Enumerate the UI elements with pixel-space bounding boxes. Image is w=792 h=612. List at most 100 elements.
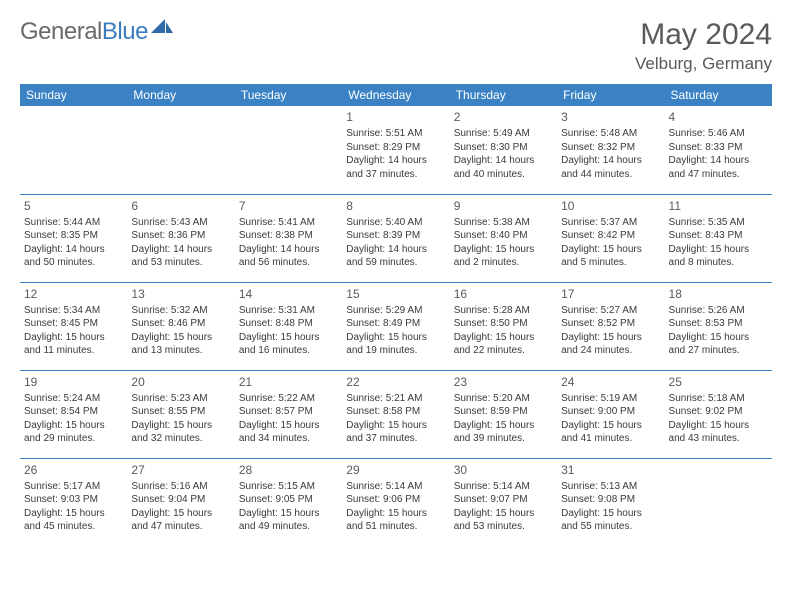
day-number: 27	[131, 462, 230, 478]
weekday-header: Friday	[557, 84, 664, 106]
day-cell: 13Sunrise: 5:32 AMSunset: 8:46 PMDayligh…	[127, 282, 234, 370]
sunset-line: Sunset: 8:42 PM	[561, 229, 660, 243]
daylight-line: Daylight: 14 hours and 40 minutes.	[454, 154, 553, 181]
sunset-line: Sunset: 8:30 PM	[454, 141, 553, 155]
sunset-line: Sunset: 8:49 PM	[346, 317, 445, 331]
daylight-line: Daylight: 15 hours and 43 minutes.	[669, 419, 768, 446]
day-cell: 25Sunrise: 5:18 AMSunset: 9:02 PMDayligh…	[665, 370, 772, 458]
daylight-line: Daylight: 15 hours and 41 minutes.	[561, 419, 660, 446]
day-cell: 24Sunrise: 5:19 AMSunset: 9:00 PMDayligh…	[557, 370, 664, 458]
calendar-row: 19Sunrise: 5:24 AMSunset: 8:54 PMDayligh…	[20, 370, 772, 458]
sunrise-line: Sunrise: 5:44 AM	[24, 216, 123, 230]
sunrise-line: Sunrise: 5:35 AM	[669, 216, 768, 230]
day-number: 29	[346, 462, 445, 478]
sunset-line: Sunset: 8:59 PM	[454, 405, 553, 419]
day-number: 14	[239, 286, 338, 302]
daylight-line: Daylight: 15 hours and 22 minutes.	[454, 331, 553, 358]
day-cell: 26Sunrise: 5:17 AMSunset: 9:03 PMDayligh…	[20, 458, 127, 546]
sunrise-line: Sunrise: 5:23 AM	[131, 392, 230, 406]
day-number: 2	[454, 109, 553, 125]
day-cell: 7Sunrise: 5:41 AMSunset: 8:38 PMDaylight…	[235, 194, 342, 282]
sunset-line: Sunset: 8:50 PM	[454, 317, 553, 331]
weekday-header: Tuesday	[235, 84, 342, 106]
month-title: May 2024	[635, 18, 772, 52]
sunset-line: Sunset: 8:57 PM	[239, 405, 338, 419]
empty-cell	[20, 106, 127, 194]
day-number: 6	[131, 198, 230, 214]
calendar-head: SundayMondayTuesdayWednesdayThursdayFrid…	[20, 84, 772, 106]
day-number: 15	[346, 286, 445, 302]
day-number: 3	[561, 109, 660, 125]
daylight-line: Daylight: 14 hours and 53 minutes.	[131, 243, 230, 270]
calendar-page: GeneralBlue May 2024 Velburg, Germany Su…	[0, 0, 792, 564]
sunset-line: Sunset: 8:52 PM	[561, 317, 660, 331]
day-number: 13	[131, 286, 230, 302]
day-cell: 5Sunrise: 5:44 AMSunset: 8:35 PMDaylight…	[20, 194, 127, 282]
day-cell: 4Sunrise: 5:46 AMSunset: 8:33 PMDaylight…	[665, 106, 772, 194]
sunset-line: Sunset: 9:06 PM	[346, 493, 445, 507]
calendar-row: 5Sunrise: 5:44 AMSunset: 8:35 PMDaylight…	[20, 194, 772, 282]
day-cell: 28Sunrise: 5:15 AMSunset: 9:05 PMDayligh…	[235, 458, 342, 546]
sunset-line: Sunset: 8:46 PM	[131, 317, 230, 331]
daylight-line: Daylight: 15 hours and 37 minutes.	[346, 419, 445, 446]
day-number: 8	[346, 198, 445, 214]
sunset-line: Sunset: 8:43 PM	[669, 229, 768, 243]
day-number: 30	[454, 462, 553, 478]
day-number: 20	[131, 374, 230, 390]
daylight-line: Daylight: 15 hours and 47 minutes.	[131, 507, 230, 534]
sunrise-line: Sunrise: 5:27 AM	[561, 304, 660, 318]
day-cell: 3Sunrise: 5:48 AMSunset: 8:32 PMDaylight…	[557, 106, 664, 194]
day-number: 16	[454, 286, 553, 302]
sunset-line: Sunset: 9:08 PM	[561, 493, 660, 507]
sunrise-line: Sunrise: 5:37 AM	[561, 216, 660, 230]
sunset-line: Sunset: 8:54 PM	[24, 405, 123, 419]
sunrise-line: Sunrise: 5:20 AM	[454, 392, 553, 406]
day-number: 12	[24, 286, 123, 302]
day-number: 19	[24, 374, 123, 390]
calendar-table: SundayMondayTuesdayWednesdayThursdayFrid…	[20, 84, 772, 546]
sunrise-line: Sunrise: 5:28 AM	[454, 304, 553, 318]
day-cell: 15Sunrise: 5:29 AMSunset: 8:49 PMDayligh…	[342, 282, 449, 370]
daylight-line: Daylight: 15 hours and 27 minutes.	[669, 331, 768, 358]
sunset-line: Sunset: 8:55 PM	[131, 405, 230, 419]
day-cell: 1Sunrise: 5:51 AMSunset: 8:29 PMDaylight…	[342, 106, 449, 194]
day-number: 7	[239, 198, 338, 214]
weekday-header: Wednesday	[342, 84, 449, 106]
daylight-line: Daylight: 14 hours and 59 minutes.	[346, 243, 445, 270]
day-cell: 17Sunrise: 5:27 AMSunset: 8:52 PMDayligh…	[557, 282, 664, 370]
day-number: 17	[561, 286, 660, 302]
day-number: 5	[24, 198, 123, 214]
daylight-line: Daylight: 15 hours and 53 minutes.	[454, 507, 553, 534]
location: Velburg, Germany	[635, 54, 772, 74]
day-cell: 30Sunrise: 5:14 AMSunset: 9:07 PMDayligh…	[450, 458, 557, 546]
day-number: 4	[669, 109, 768, 125]
sunrise-line: Sunrise: 5:15 AM	[239, 480, 338, 494]
sunrise-line: Sunrise: 5:29 AM	[346, 304, 445, 318]
day-cell: 9Sunrise: 5:38 AMSunset: 8:40 PMDaylight…	[450, 194, 557, 282]
day-number: 25	[669, 374, 768, 390]
logo-part1: General	[20, 18, 102, 45]
logo-sail-icon	[151, 19, 173, 35]
weekday-header: Sunday	[20, 84, 127, 106]
day-cell: 19 Sunrise: 5:24 AMSunset: 8:54 PMDayligh…	[20, 370, 127, 458]
sunrise-line: Sunrise: 5:24 AM	[24, 392, 123, 406]
day-number: 28	[239, 462, 338, 478]
calendar-row: 26Sunrise: 5:17 AMSunset: 9:03 PMDayligh…	[20, 458, 772, 546]
calendar-row: 12Sunrise: 5:34 AMSunset: 8:45 PMDayligh…	[20, 282, 772, 370]
sunset-line: Sunset: 9:00 PM	[561, 405, 660, 419]
daylight-line: Daylight: 15 hours and 45 minutes.	[24, 507, 123, 534]
day-cell: 31Sunrise: 5:13 AMSunset: 9:08 PMDayligh…	[557, 458, 664, 546]
title-block: May 2024 Velburg, Germany	[635, 18, 772, 74]
header: GeneralBlue May 2024 Velburg, Germany	[20, 18, 772, 74]
sunrise-line: Sunrise: 5:26 AM	[669, 304, 768, 318]
daylight-line: Daylight: 15 hours and 11 minutes.	[24, 331, 123, 358]
sunset-line: Sunset: 8:33 PM	[669, 141, 768, 155]
daylight-line: Daylight: 14 hours and 50 minutes.	[24, 243, 123, 270]
sunset-line: Sunset: 8:29 PM	[346, 141, 445, 155]
daylight-line: Daylight: 15 hours and 16 minutes.	[239, 331, 338, 358]
sunset-line: Sunset: 8:45 PM	[24, 317, 123, 331]
day-cell: 22Sunrise: 5:21 AMSunset: 8:58 PMDayligh…	[342, 370, 449, 458]
sunrise-line: Sunrise: 5:43 AM	[131, 216, 230, 230]
daylight-line: Daylight: 15 hours and 29 minutes.	[24, 419, 123, 446]
sunrise-line: Sunrise: 5:40 AM	[346, 216, 445, 230]
